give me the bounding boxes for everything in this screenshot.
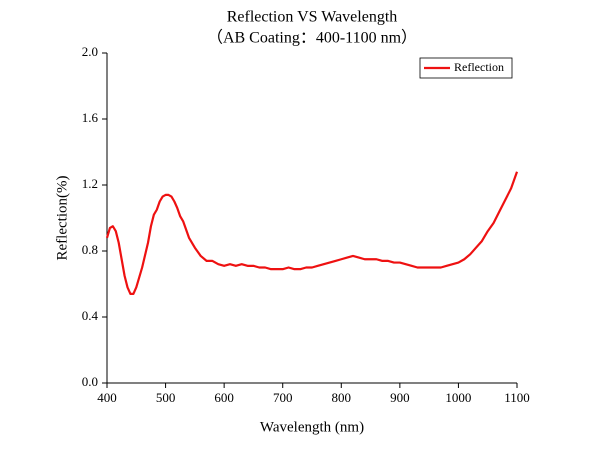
legend-label: Reflection (454, 60, 504, 74)
x-tick-label: 400 (97, 390, 117, 405)
x-tick-label: 800 (332, 390, 352, 405)
x-tick-label: 700 (273, 390, 293, 405)
x-tick-label: 600 (214, 390, 234, 405)
x-tick-label: 900 (390, 390, 410, 405)
y-tick-label: 0.8 (82, 242, 98, 257)
chart-title: Reflection VS Wavelength (227, 9, 398, 26)
y-axis-title: Reflection(%) (54, 176, 70, 261)
y-tick-label: 0.4 (82, 308, 99, 323)
x-axis-title: Wavelength (nm) (260, 419, 364, 435)
y-tick-label: 0.0 (82, 374, 98, 389)
x-tick-label: 500 (156, 390, 176, 405)
y-tick-label: 1.2 (82, 176, 98, 191)
x-tick-label: 1100 (504, 390, 530, 405)
legend-box (419, 57, 513, 79)
chart-subtitle: （AB Coating：400-1100 nm） (207, 29, 417, 47)
line-series (105, 171, 519, 295)
y-tick-label: 1.6 (82, 110, 99, 125)
y-tick-label: 2.0 (82, 44, 98, 59)
x-tick-label: 1000 (445, 390, 471, 405)
